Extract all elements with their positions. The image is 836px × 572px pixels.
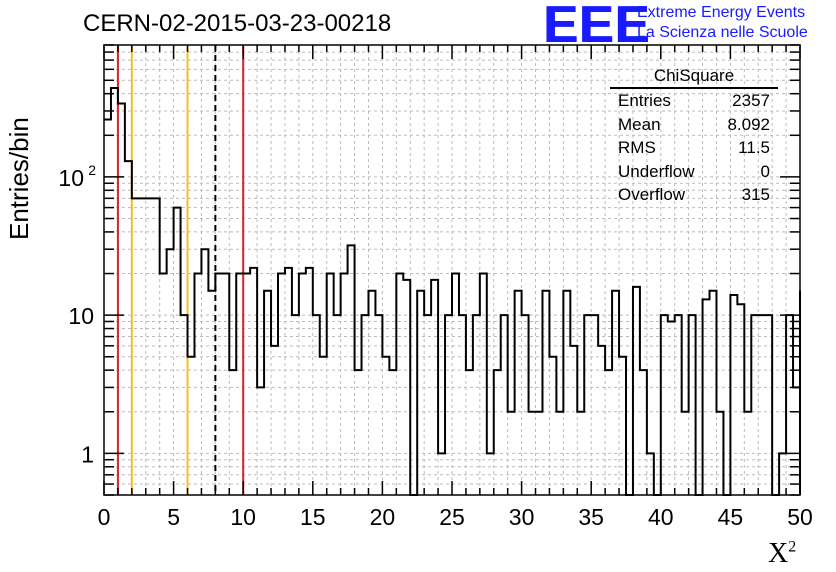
x-tick-label: 30	[509, 504, 535, 530]
stats-row-entries: Entries 2357	[610, 91, 778, 115]
y-axis-title: Entries/bin	[4, 117, 34, 240]
stats-value: 315	[741, 185, 770, 204]
x-tick-label: 0	[98, 504, 111, 530]
stats-label: Entries	[618, 91, 671, 110]
run-title: CERN-02-2015-03-23-00218	[83, 10, 392, 37]
stats-row-rms: RMS 11.5	[610, 138, 778, 162]
reference-lines	[116, 45, 245, 495]
x-tick-label: 15	[300, 504, 326, 530]
y-tick-label: 10	[68, 303, 94, 329]
stats-label: RMS	[618, 138, 656, 157]
stats-value: 8.092	[727, 114, 770, 134]
stats-row-underflow: Underflow 0	[610, 162, 778, 186]
stats-label: Mean	[618, 114, 661, 134]
x-axis-title: X2	[768, 538, 796, 570]
axis-ticks	[103, 44, 801, 496]
stats-value: 11.5	[738, 138, 770, 157]
stats-value: 2357	[732, 91, 770, 110]
stats-box: ChiSquare Entries 2357 Mean 8.092 RMS 11.5 …	[610, 66, 778, 209]
org-name-line2: La Scienza nelle Scuole	[637, 24, 808, 41]
x-tick-label: 10	[230, 504, 256, 530]
stats-label: Overflow	[618, 185, 686, 204]
y-tick-label: 1	[81, 441, 94, 467]
x-tick-label: 35	[578, 504, 604, 530]
x-tick-label: 20	[370, 504, 396, 530]
x-tick-label: 50	[787, 504, 813, 530]
org-name-line1: Extreme Energy Events	[637, 4, 806, 21]
x-axis-symbol: X	[768, 538, 789, 569]
y-tick-exponent: 2	[88, 162, 96, 178]
x-tick-label: 5	[167, 504, 180, 530]
stats-row-overflow: Overflow 315	[610, 185, 778, 209]
x-tick-label: 45	[718, 504, 744, 530]
y-tick-label: 10	[58, 165, 84, 191]
eee-logo: EEE	[543, 0, 651, 54]
stats-label: Underflow	[618, 161, 695, 181]
stats-value: 0	[760, 161, 770, 181]
x-tick-label: 40	[648, 504, 674, 530]
stats-title: ChiSquare	[610, 66, 778, 89]
stats-row-mean: Mean 8.092	[610, 115, 778, 139]
x-axis-exponent: 2	[788, 538, 797, 556]
x-tick-label: 25	[439, 504, 465, 530]
